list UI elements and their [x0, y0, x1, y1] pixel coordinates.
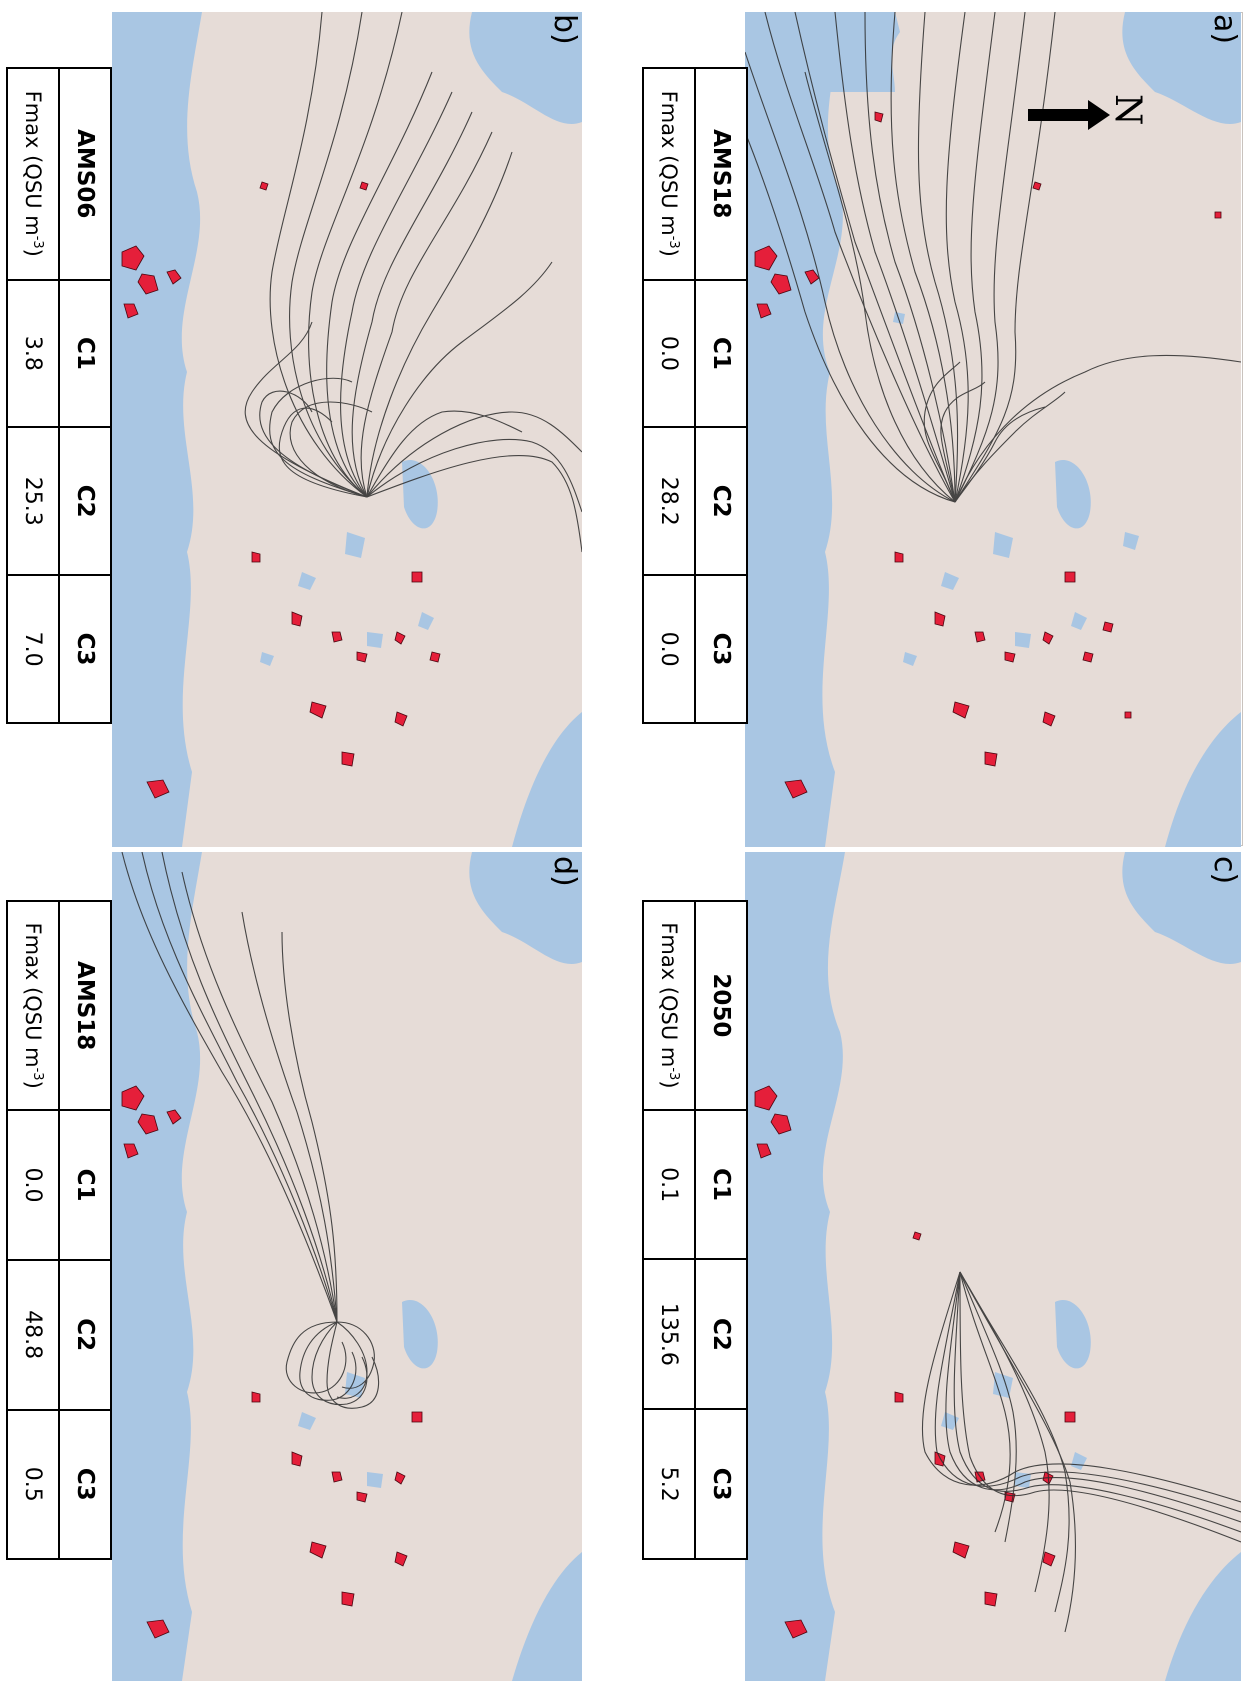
col-c3: C3: [59, 575, 111, 723]
value-c3: 7.0: [7, 575, 59, 723]
col-c1: C1: [695, 279, 747, 428]
fmax-table-a: AMS18 C1 C2 C3 Fmax (QSU m-3) 0.0 28.2 0…: [642, 67, 748, 724]
station-name: 2050: [695, 901, 747, 1110]
col-c3: C3: [59, 1409, 111, 1559]
north-arrow: N: [1028, 94, 1148, 130]
value-c1: 0.0: [7, 1110, 59, 1260]
col-c3: C3: [695, 1409, 747, 1559]
value-c3: 0.0: [643, 575, 695, 723]
value-c2: 25.3: [7, 427, 59, 576]
value-c1: 0.1: [643, 1109, 695, 1260]
row-label: Fmax (QSU m-3): [7, 68, 59, 280]
col-c2: C2: [695, 1259, 747, 1410]
station-name: AMS18: [695, 68, 747, 280]
station-name: AMS06: [59, 68, 111, 280]
map-a: [745, 12, 1241, 847]
col-c2: C2: [59, 427, 111, 576]
map-c: [745, 852, 1241, 1681]
col-c2: C2: [695, 427, 747, 576]
value-c1: 3.8: [7, 279, 59, 428]
value-c2: 28.2: [643, 427, 695, 576]
map-b: [112, 12, 582, 847]
row-label: Fmax (QSU m-3): [7, 901, 59, 1111]
value-c3: 0.5: [7, 1409, 59, 1559]
col-c2: C2: [59, 1259, 111, 1410]
row-label: Fmax (QSU m-3): [643, 901, 695, 1110]
value-c1: 0.0: [643, 279, 695, 428]
col-c3: C3: [695, 575, 747, 723]
col-c1: C1: [59, 1110, 111, 1260]
value-c3: 5.2: [643, 1409, 695, 1559]
panel-label-b: b): [547, 14, 582, 45]
value-c2: 135.6: [643, 1259, 695, 1410]
map-d: [112, 852, 582, 1681]
fmax-table-c: 2050 C1 C2 C3 Fmax (QSU m-3) 0.1 135.6 5…: [642, 900, 748, 1560]
col-c1: C1: [695, 1109, 747, 1260]
panel-label-a: a): [1207, 14, 1242, 45]
fmax-table-d: AMS18 C1 C2 C3 Fmax (QSU m-3) 0.0 48.8 0…: [6, 900, 112, 1560]
arrow-icon: [1028, 100, 1110, 130]
fmax-table-b: AMS06 C1 C2 C3 Fmax (QSU m-3) 3.8 25.3 7…: [6, 67, 112, 724]
panel-label-c: c): [1207, 856, 1242, 885]
row-label: Fmax (QSU m-3): [643, 68, 695, 280]
station-name: AMS18: [59, 901, 111, 1111]
col-c1: C1: [59, 279, 111, 428]
north-label: N: [1107, 94, 1148, 126]
value-c2: 48.8: [7, 1259, 59, 1410]
panel-label-d: d): [547, 856, 582, 887]
